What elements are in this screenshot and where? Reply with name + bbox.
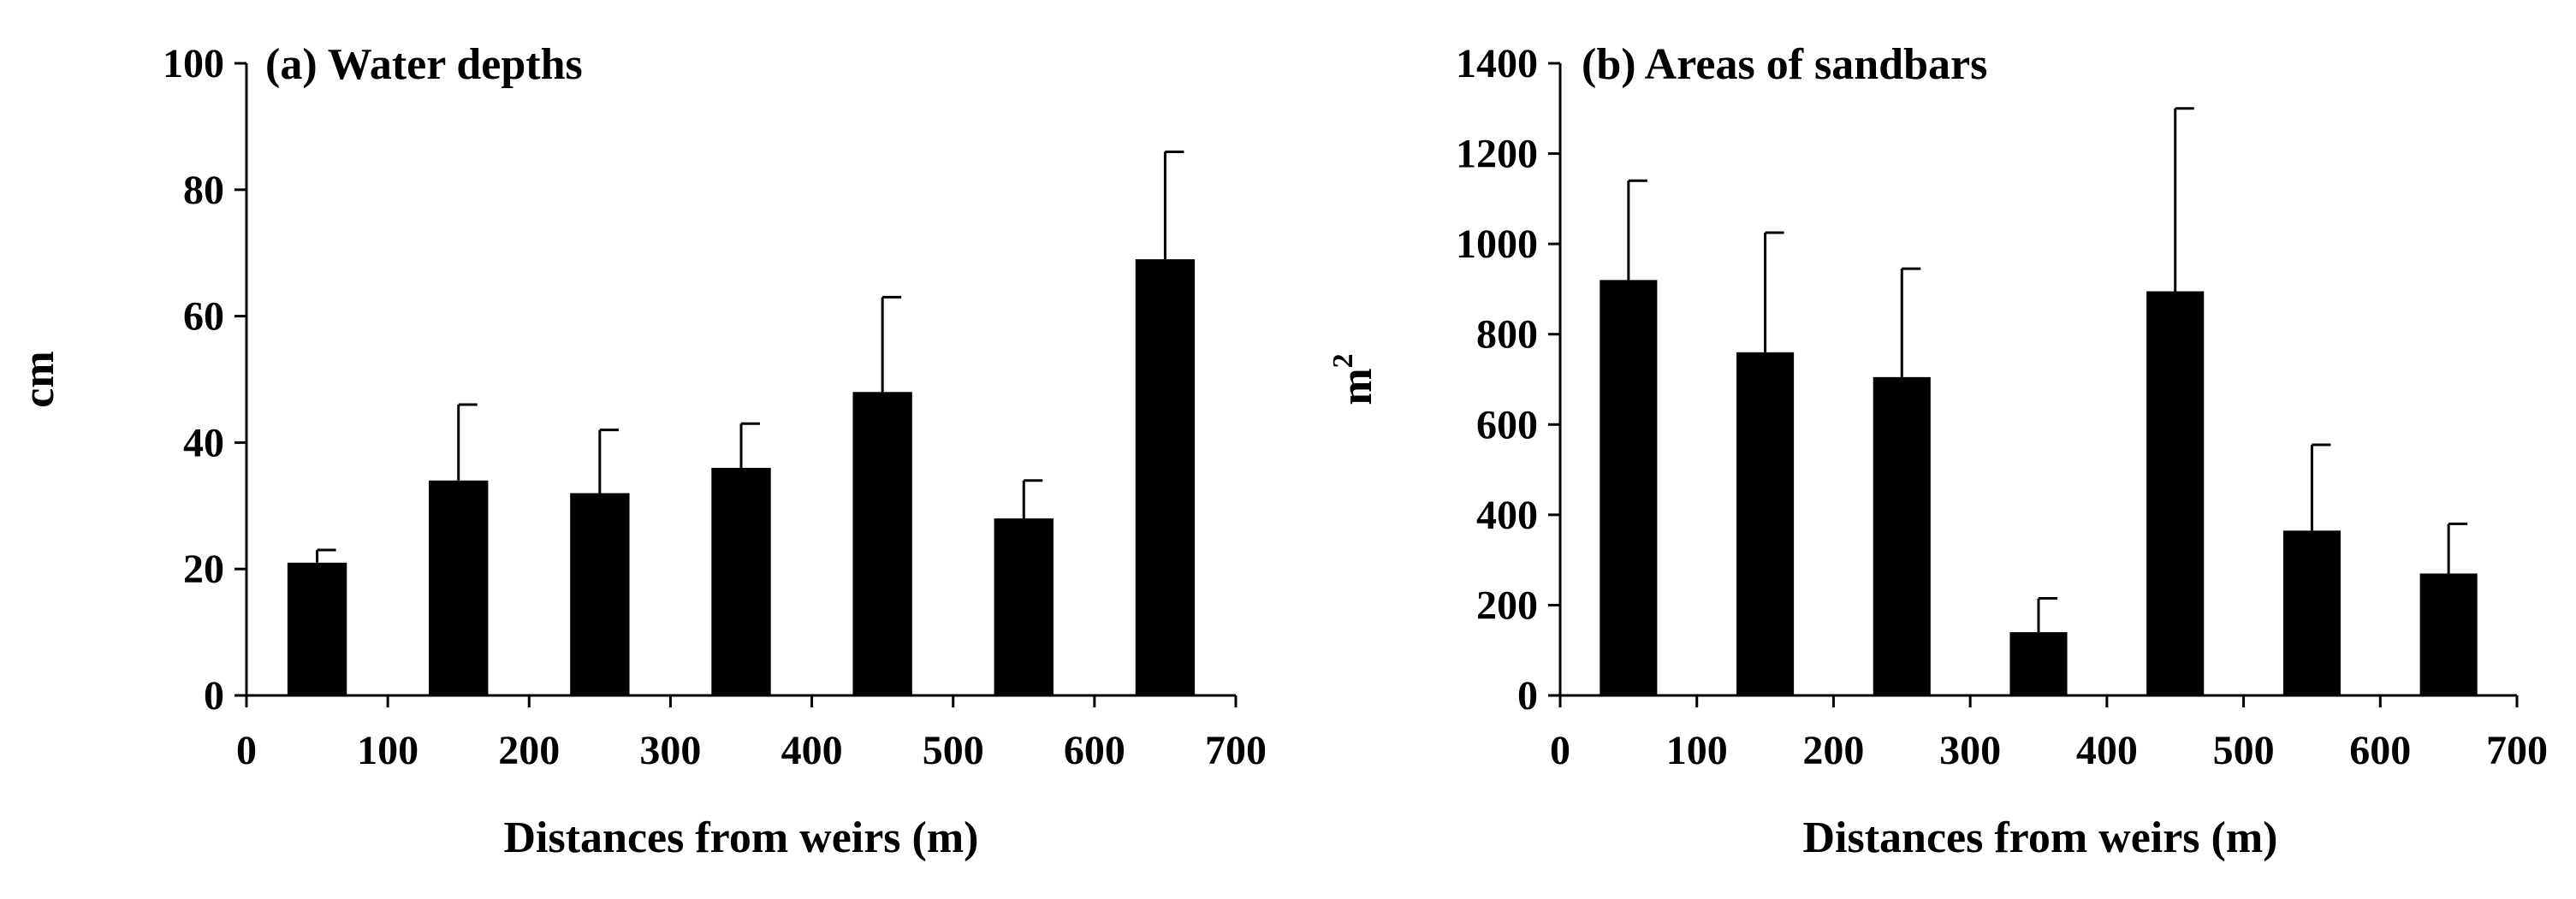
bar — [852, 392, 912, 695]
x-tick-label: 400 — [781, 728, 843, 773]
y-tick-label: 400 — [1476, 493, 1538, 538]
y-axis-label-superscript: 2 — [1327, 353, 1359, 368]
bar — [287, 562, 347, 695]
x-tick-label: 700 — [2486, 728, 2548, 773]
y-tick-label: 800 — [1476, 312, 1538, 358]
y-tick-label: 20 — [183, 547, 224, 592]
x-tick-label: 500 — [923, 728, 984, 773]
x-tick-label: 700 — [1205, 728, 1267, 773]
x-tick-label: 100 — [357, 728, 418, 773]
x-tick-label: 600 — [1064, 728, 1125, 773]
x-tick-label: 400 — [2076, 728, 2138, 773]
y-tick-label: 600 — [1476, 402, 1538, 447]
x-tick-label: 500 — [2213, 728, 2275, 773]
x-tick-label: 600 — [2349, 728, 2411, 773]
y-tick-label: 80 — [183, 168, 224, 213]
x-tick-label: 0 — [1550, 728, 1570, 773]
panel-sandbar-areas: 0 200 400 600 800 1000 1200 1400 0 100 200 300 400 50… — [1327, 40, 2548, 862]
bar — [1736, 352, 1795, 695]
x-tick-label: 200 — [498, 728, 560, 773]
y-tick-label: 1400 — [1456, 41, 1538, 86]
y-tick-label: 200 — [1476, 583, 1538, 628]
x-tick-label: 0 — [236, 728, 257, 773]
y-tick-label: 60 — [183, 294, 224, 340]
bar — [711, 467, 771, 695]
y-tick-label: 0 — [1517, 673, 1538, 719]
y-tick-label: 1000 — [1456, 222, 1538, 267]
bar — [1135, 259, 1196, 695]
chart-title: (b) Areas of sandbars — [1582, 40, 1987, 89]
chart-title: (a) Water depths — [265, 40, 583, 89]
y-tick-label: 1200 — [1456, 132, 1538, 177]
bar — [2009, 632, 2068, 695]
y-tick-label: 100 — [163, 41, 224, 86]
y-tick-label: 40 — [183, 420, 224, 465]
bar — [2419, 573, 2478, 695]
bar — [2146, 291, 2205, 695]
bar — [1873, 376, 1931, 695]
x-tick-label: 100 — [1666, 728, 1728, 773]
y-axis-label: m2 — [1327, 353, 1381, 405]
x-tick-label: 300 — [639, 728, 701, 773]
x-tick-label: 200 — [1802, 728, 1864, 773]
y-tick-label: 0 — [204, 673, 224, 719]
bar — [1600, 280, 1658, 695]
x-axis-label: Distances from weirs (m) — [1803, 813, 2278, 862]
bar — [429, 480, 489, 695]
x-axis-label: Distances from weirs (m) — [504, 813, 979, 862]
panel-water-depths: 0 20 40 60 80 100 0 100 200 300 400 500 600 700 (a) Wa… — [15, 40, 1267, 862]
y-axis-label: cm — [15, 351, 63, 407]
bar — [994, 518, 1054, 695]
bar — [2282, 530, 2341, 695]
x-tick-label: 300 — [1939, 728, 2001, 773]
bar — [570, 493, 630, 695]
